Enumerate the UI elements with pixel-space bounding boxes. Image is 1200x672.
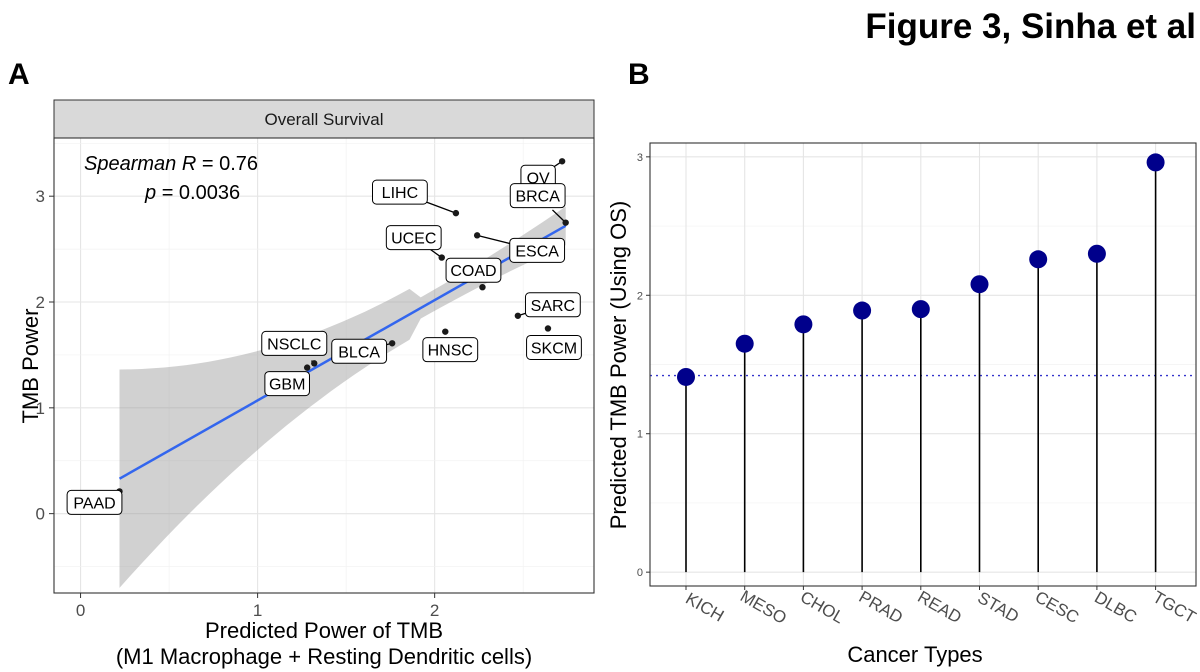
y-tick-label: 3 (637, 152, 643, 164)
panel-a-border (53, 137, 595, 594)
x-tick-label: KICH (682, 589, 727, 626)
data-point (388, 340, 396, 347)
data-point (442, 328, 449, 335)
panel-a-y-axis-title: TMB Power (18, 309, 43, 424)
data-point (544, 325, 552, 332)
x-tick-label: 2 (430, 601, 439, 620)
data-point (514, 312, 522, 319)
lollipop-dot (794, 315, 813, 334)
facet-strip (53, 99, 595, 139)
lollipop-dot (1029, 250, 1048, 269)
data-point (303, 364, 311, 371)
panel-b-border (649, 142, 1197, 587)
x-tick-label: STAD (974, 588, 1022, 626)
x-tick-label: 1 (253, 601, 262, 620)
y-tick-label: 0 (637, 567, 643, 579)
point-label: NSCLC (267, 336, 321, 353)
data-point (562, 219, 569, 226)
data-point (311, 360, 318, 367)
panel-a-x-axis-title-line2: (M1 Macrophage + Resting Dendritic cells… (116, 644, 532, 669)
x-tick-label: TGCT (1150, 587, 1200, 627)
point-label-box (509, 183, 566, 209)
x-tick-label: CHOL (797, 587, 847, 627)
x-tick-label: PRAD (856, 587, 906, 627)
lollipop-dot (911, 300, 930, 319)
lollipop-dot (1087, 244, 1106, 263)
y-tick-label: 2 (36, 293, 45, 312)
p-symbol: p (144, 182, 156, 204)
point-label: COAD (450, 263, 496, 280)
figure-title: Figure 3, Sinha et al (865, 7, 1196, 46)
y-tick-label: 3 (36, 187, 45, 206)
panel-a-scatter-plot: Overall Survival OV LIHC BRCA ESCA UCEC COAD S… (18, 99, 595, 669)
y-tick-label: 0 (36, 505, 45, 524)
point-label-box (422, 337, 479, 363)
spearman-annotation: Spearman R = 0.76 (84, 153, 258, 175)
point-label-box (445, 257, 502, 283)
point-label: UCEC (391, 231, 436, 248)
point-label-box (261, 330, 328, 356)
point-label: OV (527, 170, 550, 187)
panel-a-x-axis-title-line1: Predicted Power of TMB (205, 618, 443, 643)
lollipop-dot (970, 275, 989, 294)
point-label: SKCM (531, 340, 577, 357)
point-label: LIHC (382, 185, 418, 202)
data-point (473, 232, 481, 239)
point-label: BRCA (515, 189, 560, 206)
facet-strip-label: Overall Survival (264, 110, 383, 129)
panel-b-y-axis-title: Predicted TMB Power (Using OS) (606, 201, 631, 529)
point-label-box (509, 237, 566, 263)
panel-b-letter: B (628, 58, 650, 91)
stat-symbol: R (182, 153, 196, 175)
lollipop-dot (853, 301, 872, 320)
data-point (438, 254, 445, 261)
x-tick-label: 0 (76, 601, 85, 620)
data-point (558, 158, 566, 165)
point-label: GBM (269, 377, 305, 394)
data-point (479, 283, 486, 291)
panel-a-letter: A (8, 58, 30, 91)
y-tick-label: 1 (36, 399, 45, 418)
point-label: PAAD (73, 495, 115, 512)
point-label-box (526, 334, 582, 360)
x-tick-label: READ (914, 587, 964, 627)
x-tick-label: DLBC (1091, 588, 1140, 627)
point-label-box (385, 225, 442, 251)
y-tick-label: 2 (637, 290, 643, 302)
p-value: = 0.0036 (162, 182, 240, 204)
point-label-box (66, 489, 123, 515)
point-label: HNSC (428, 343, 473, 360)
lollipop-dot (1146, 153, 1165, 172)
lollipop-dot (735, 334, 754, 353)
p-value-annotation: p = 0.0036 (144, 182, 240, 204)
point-label-box (524, 292, 581, 318)
stat-value: = 0.76 (202, 153, 258, 175)
point-label: BLCA (338, 344, 380, 361)
point-label-box (264, 371, 310, 397)
point-label-box (372, 179, 428, 205)
point-label: SARC (531, 298, 575, 315)
panel-b-x-axis-title: Cancer Types (847, 642, 982, 667)
point-label-box (331, 338, 388, 364)
x-tick-label: MESO (737, 586, 790, 627)
lollipop-dot (677, 367, 695, 386)
panel-b-lollipop-plot: 0 1 2 3 KICH MESO CHOL PRAD READ STAD CESC DLBC TGCT… (606, 142, 1200, 667)
x-tick-label: CESC (1032, 587, 1082, 627)
point-label: ESCA (515, 243, 559, 260)
y-tick-label: 1 (637, 429, 643, 441)
data-point (452, 209, 460, 217)
panel-a-background (54, 138, 594, 593)
stat-label: Spearman (84, 153, 176, 175)
